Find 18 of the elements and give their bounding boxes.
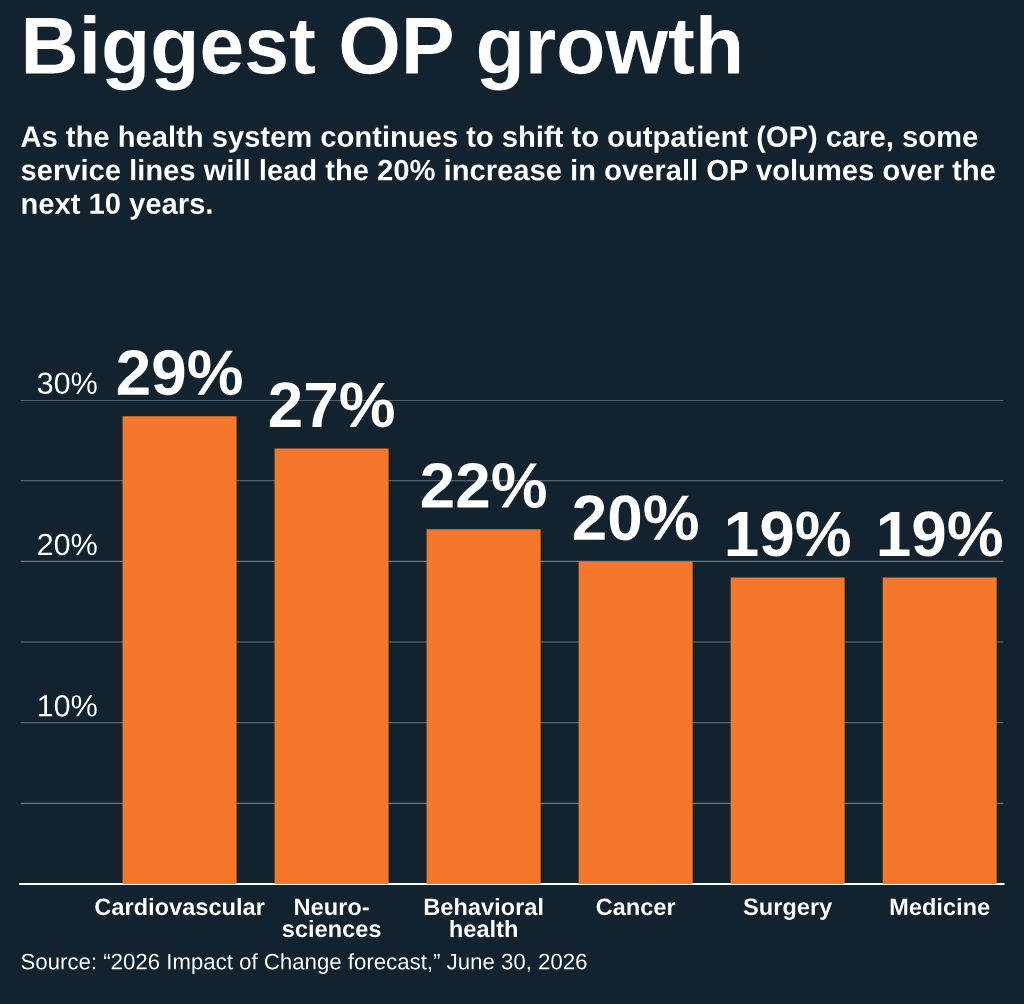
x-tick-label: Medicine bbox=[890, 897, 990, 916]
y-tick-label: 30% bbox=[37, 372, 97, 395]
data-label: 22% bbox=[421, 462, 546, 509]
data-label: 27% bbox=[269, 382, 394, 428]
y-tick-label: 10% bbox=[38, 695, 97, 717]
source-note: Source: “2026 Impact of Change forecast,” June 30, 2026 bbox=[21, 953, 587, 974]
x-tick-label: Cardiovascular bbox=[95, 897, 265, 916]
y-tick-label: 20% bbox=[38, 533, 97, 556]
data-label: 19% bbox=[727, 511, 850, 557]
x-tick-label: Behavioral health bbox=[424, 897, 543, 938]
chart-subtitle: As the health system continues to shift to outpatient (OP) care, some service lines will lead the 20% increase in overall OP volumes over the next 10 years. bbox=[21, 125, 995, 220]
x-tick-label: Surgery bbox=[743, 898, 833, 920]
data-label: 20% bbox=[573, 495, 698, 541]
x-tick-label: Neuro- sciences bbox=[282, 898, 381, 938]
data-label: 19% bbox=[879, 511, 1002, 557]
data-label: 29% bbox=[117, 350, 242, 396]
x-tick-label: Cancer bbox=[596, 898, 676, 916]
chart-title: Biggest OP growth bbox=[25, 15, 740, 91]
